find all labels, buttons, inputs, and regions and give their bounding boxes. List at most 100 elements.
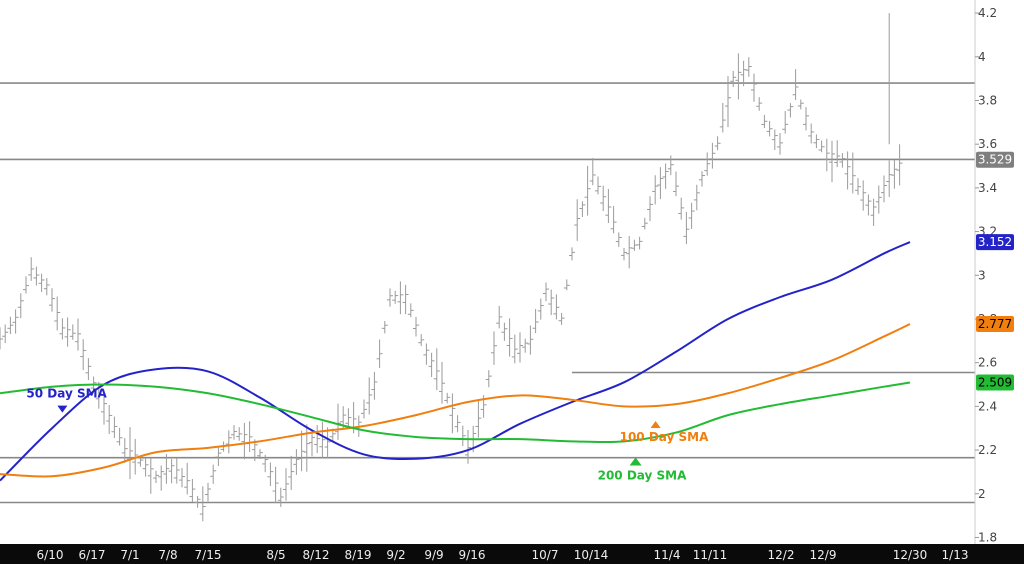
price-bar <box>298 430 305 472</box>
price-bar <box>277 487 284 507</box>
price-bar <box>829 140 835 183</box>
price-bar <box>735 53 742 100</box>
price-bar <box>303 424 310 472</box>
price-bar <box>537 298 544 320</box>
y-tick-label: 2 <box>978 487 986 501</box>
badge-background <box>976 234 1014 251</box>
y-tick-label: 2.6 <box>978 356 997 370</box>
price-bar <box>111 416 118 439</box>
price-bar <box>688 202 695 229</box>
price-bar <box>345 408 352 428</box>
price-bar <box>563 279 570 291</box>
y-axis-panel <box>975 0 1024 544</box>
badge-background <box>976 315 1014 332</box>
price-bar <box>38 273 45 292</box>
price-bar <box>413 316 419 337</box>
price-bar <box>101 389 107 425</box>
price-bar <box>485 370 492 388</box>
price-bar <box>522 338 529 353</box>
sma-200-line <box>0 381 911 444</box>
x-axis: 6/10 6/17 7/1 7/8 7/15 8/5 8/12 8/19 9/2 9/9 9/16 1… <box>37 548 969 562</box>
price-bar <box>43 278 50 296</box>
badge-label: 2.509 <box>978 376 1012 390</box>
price-bar <box>314 425 321 454</box>
annotation-100-day-sma: 100 Day SMA <box>620 430 710 444</box>
price-bar <box>0 327 3 350</box>
price-bar <box>428 352 435 377</box>
y-tick-label: 2.4 <box>978 399 997 413</box>
annotation-200-day-sma: 200 Day SMA <box>598 469 688 483</box>
annotations: 50 Day SMA 100 Day SMA 200 Day SMA <box>26 387 709 483</box>
price-bar <box>444 392 451 404</box>
price-bar <box>433 348 440 391</box>
price-bar <box>600 185 607 212</box>
y-tick-label: 3 <box>978 268 986 282</box>
price-bar <box>153 470 159 483</box>
price-bar <box>532 308 539 334</box>
x-tick-label: 12/9 <box>810 548 837 562</box>
price-bar <box>95 381 102 409</box>
badge-last-price: 3.529 <box>976 151 1014 168</box>
up-triangle-marker <box>629 457 642 466</box>
price-bar <box>132 438 139 475</box>
price-bar <box>652 175 659 205</box>
price-bar <box>865 194 872 216</box>
price-bar <box>730 70 737 88</box>
price-bar <box>896 144 903 186</box>
price-bar <box>527 325 534 355</box>
price-bar <box>381 321 388 334</box>
price-bar <box>173 457 180 484</box>
price-bar <box>808 123 815 144</box>
price-bar <box>423 343 430 365</box>
price-bar <box>756 97 763 111</box>
price-bar <box>215 446 222 467</box>
price-bar <box>407 303 414 318</box>
x-tick-label: 9/9 <box>424 548 443 562</box>
price-bar <box>23 276 29 294</box>
price-bar <box>714 136 721 151</box>
price-bar <box>615 232 622 247</box>
badge-label: 3.529 <box>978 153 1012 167</box>
price-bar <box>210 464 217 484</box>
price-bar <box>69 324 76 340</box>
price-bar <box>839 152 846 168</box>
down-triangle-marker <box>57 405 68 413</box>
x-tick-label: 11/11 <box>693 548 728 562</box>
price-bar <box>147 458 154 494</box>
price-bar <box>797 99 804 110</box>
price-bar <box>496 305 503 329</box>
price-bar <box>569 247 575 261</box>
price-bar <box>704 152 711 176</box>
x-tick-label: 8/19 <box>345 548 372 562</box>
price-bar <box>584 165 591 216</box>
price-bar <box>163 454 170 484</box>
price-bar <box>366 377 373 415</box>
price-bar <box>506 318 513 357</box>
price-bar <box>257 449 263 460</box>
price-bar <box>225 430 232 454</box>
price-bar <box>548 289 555 316</box>
horizontal-lines <box>0 82 975 504</box>
price-bar <box>834 140 841 168</box>
price-bar <box>179 468 185 488</box>
price-bar <box>293 449 300 475</box>
x-tick-label: 7/1 <box>120 548 139 562</box>
price-bar <box>501 322 508 341</box>
price-bar <box>168 459 175 484</box>
price-bar <box>673 171 679 197</box>
badge-background <box>976 151 1014 168</box>
badge-sma-100: 2.777 <box>976 315 1014 332</box>
x-tick-label: 8/5 <box>266 548 285 562</box>
price-bars <box>0 13 903 522</box>
price-bar <box>272 466 279 504</box>
price-bar <box>849 152 856 194</box>
price-bar <box>771 129 778 151</box>
value-badges: 3.529 3.152 2.777 2.509 <box>976 151 1014 391</box>
annotation-50-day-sma: 50 Day SMA <box>26 387 107 401</box>
price-bar <box>517 332 523 363</box>
price-bar <box>725 76 731 128</box>
price-bar <box>641 217 648 230</box>
price-bar <box>891 159 898 189</box>
price-bar <box>803 107 809 131</box>
